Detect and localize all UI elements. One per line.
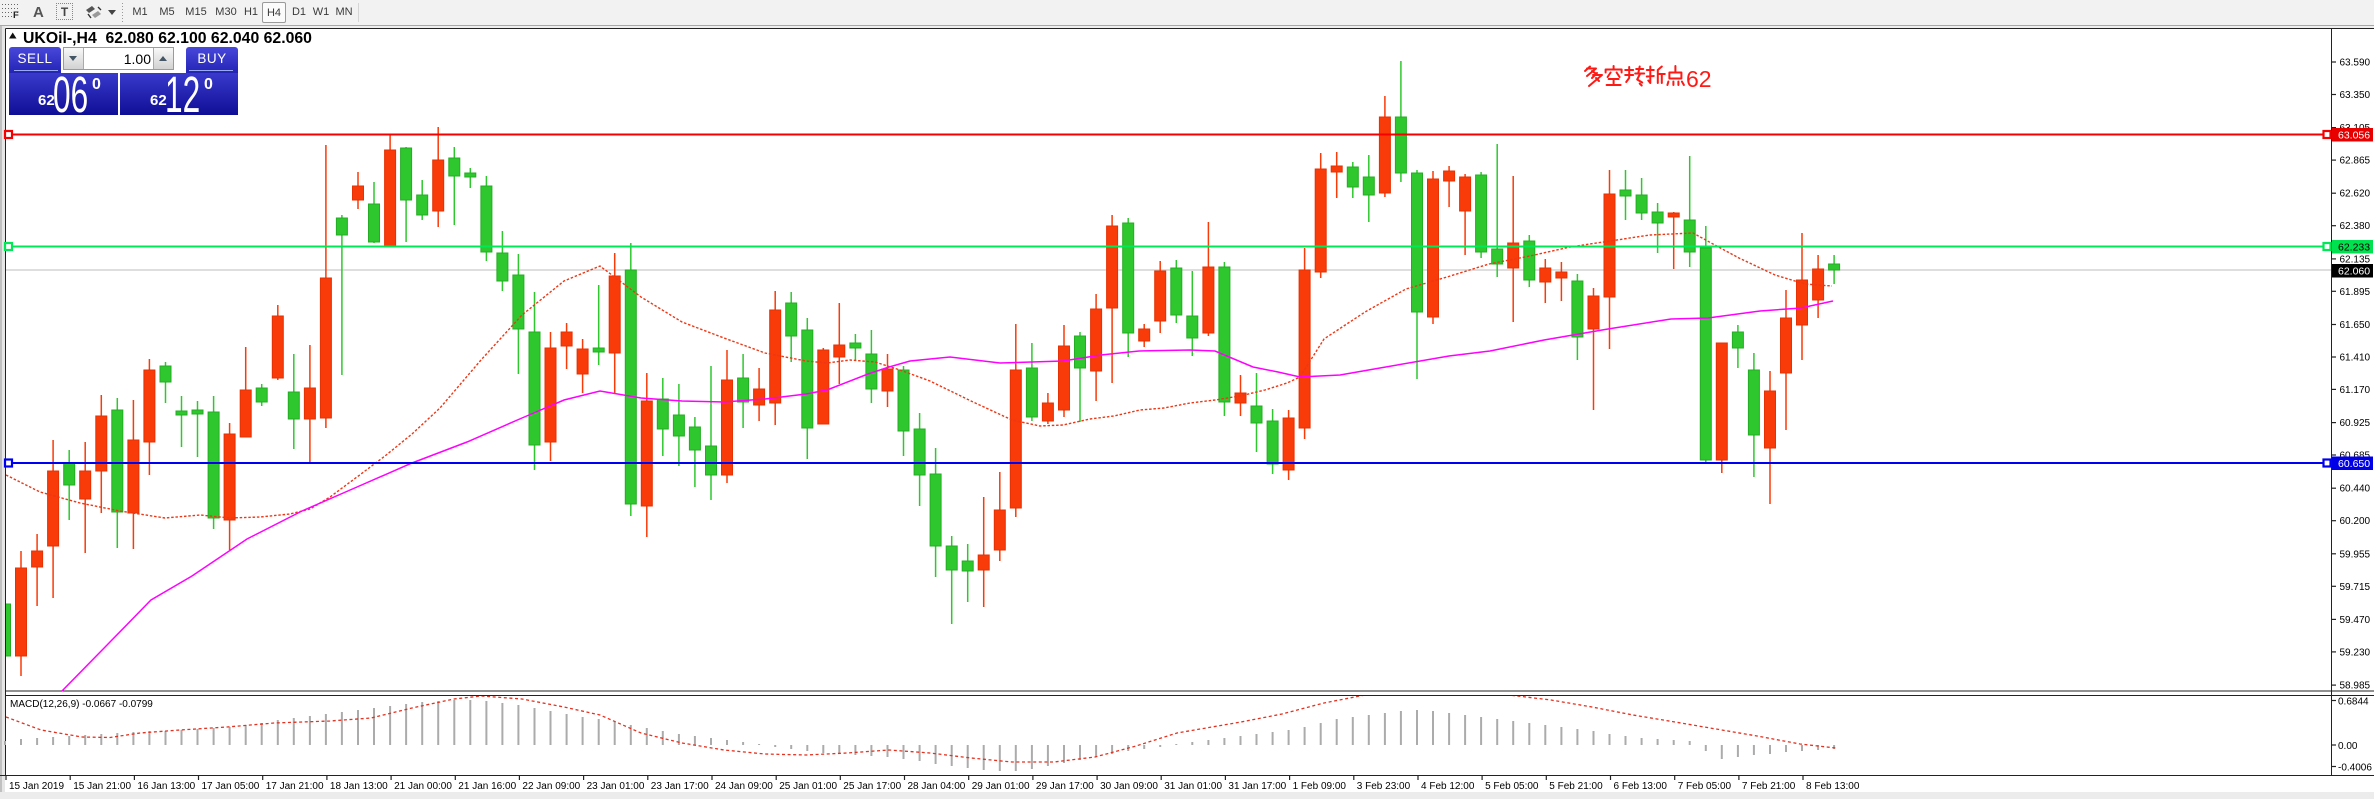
svg-text:61.410: 61.410 [2340, 353, 2371, 364]
svg-text:25 Jan 17:00: 25 Jan 17:00 [843, 781, 901, 792]
svg-text:62.060: 62.060 [2338, 266, 2370, 278]
svg-text:59.470: 59.470 [2340, 615, 2371, 626]
svg-text:29 Jan 01:00: 29 Jan 01:00 [972, 781, 1030, 792]
svg-text:7 Feb 21:00: 7 Feb 21:00 [1742, 781, 1796, 792]
svg-text:62.380: 62.380 [2340, 221, 2371, 232]
svg-text:25 Jan 01:00: 25 Jan 01:00 [779, 781, 837, 792]
svg-text:59.715: 59.715 [2340, 582, 2371, 593]
svg-text:31 Jan 01:00: 31 Jan 01:00 [1164, 781, 1222, 792]
svg-text:16 Jan 13:00: 16 Jan 13:00 [137, 781, 195, 792]
svg-text:1 Feb 09:00: 1 Feb 09:00 [1293, 781, 1347, 792]
svg-text:MACD(12,26,9) -0.0667 -0.0799: MACD(12,26,9) -0.0667 -0.0799 [10, 699, 153, 710]
svg-text:4 Feb 12:00: 4 Feb 12:00 [1421, 781, 1475, 792]
svg-text:61.650: 61.650 [2340, 320, 2371, 331]
svg-text:61.170: 61.170 [2340, 385, 2371, 396]
svg-text:17 Jan 21:00: 17 Jan 21:00 [266, 781, 324, 792]
svg-text:23 Jan 17:00: 23 Jan 17:00 [651, 781, 709, 792]
svg-text:5 Feb 21:00: 5 Feb 21:00 [1549, 781, 1603, 792]
svg-text:63.590: 63.590 [2340, 58, 2371, 69]
svg-text:18 Jan 13:00: 18 Jan 13:00 [330, 781, 388, 792]
svg-text:15 Jan 2019: 15 Jan 2019 [9, 781, 64, 792]
svg-text:63.350: 63.350 [2340, 90, 2371, 101]
svg-text:21 Jan 00:00: 21 Jan 00:00 [394, 781, 452, 792]
svg-text:8 Feb 13:00: 8 Feb 13:00 [1806, 781, 1860, 792]
svg-text:15 Jan 21:00: 15 Jan 21:00 [73, 781, 131, 792]
svg-text:24 Jan 09:00: 24 Jan 09:00 [715, 781, 773, 792]
svg-text:22 Jan 09:00: 22 Jan 09:00 [522, 781, 580, 792]
svg-text:61.895: 61.895 [2340, 287, 2371, 298]
svg-text:-0.4006: -0.4006 [2338, 763, 2372, 774]
svg-text:29 Jan 17:00: 29 Jan 17:00 [1036, 781, 1094, 792]
svg-text:60.440: 60.440 [2340, 484, 2371, 495]
svg-text:62.865: 62.865 [2340, 156, 2371, 167]
svg-text:3 Feb 23:00: 3 Feb 23:00 [1357, 781, 1411, 792]
svg-text:UKOil-,H4 62.080 62.100 62.04: UKOil-,H4 62.080 62.100 62.040 62.060 [23, 30, 312, 47]
svg-text:28 Jan 04:00: 28 Jan 04:00 [908, 781, 966, 792]
svg-text:63.056: 63.056 [2338, 130, 2370, 142]
svg-text:30 Jan 09:00: 30 Jan 09:00 [1100, 781, 1158, 792]
svg-text:60.650: 60.650 [2338, 458, 2370, 470]
svg-text:60.925: 60.925 [2340, 418, 2371, 429]
svg-text:17 Jan 05:00: 17 Jan 05:00 [202, 781, 260, 792]
svg-text:60.200: 60.200 [2340, 516, 2371, 527]
svg-text:60.685: 60.685 [2340, 451, 2371, 462]
svg-text:59.230: 59.230 [2340, 647, 2371, 658]
svg-text:62.620: 62.620 [2340, 189, 2371, 200]
svg-text:62.233: 62.233 [2338, 242, 2370, 254]
svg-text:23 Jan 01:00: 23 Jan 01:00 [587, 781, 645, 792]
svg-text:62: 62 [1686, 66, 1712, 92]
svg-text:58.985: 58.985 [2340, 681, 2371, 692]
svg-text:59.955: 59.955 [2340, 549, 2371, 560]
svg-text:62.135: 62.135 [2340, 254, 2371, 265]
svg-text:0.6844: 0.6844 [2338, 697, 2369, 708]
svg-text:6 Feb 13:00: 6 Feb 13:00 [1614, 781, 1668, 792]
svg-text:21 Jan 16:00: 21 Jan 16:00 [458, 781, 516, 792]
svg-text:0.00: 0.00 [2338, 741, 2358, 752]
svg-text:5 Feb 05:00: 5 Feb 05:00 [1485, 781, 1539, 792]
svg-text:31 Jan 17:00: 31 Jan 17:00 [1228, 781, 1286, 792]
svg-text:7 Feb 05:00: 7 Feb 05:00 [1678, 781, 1732, 792]
